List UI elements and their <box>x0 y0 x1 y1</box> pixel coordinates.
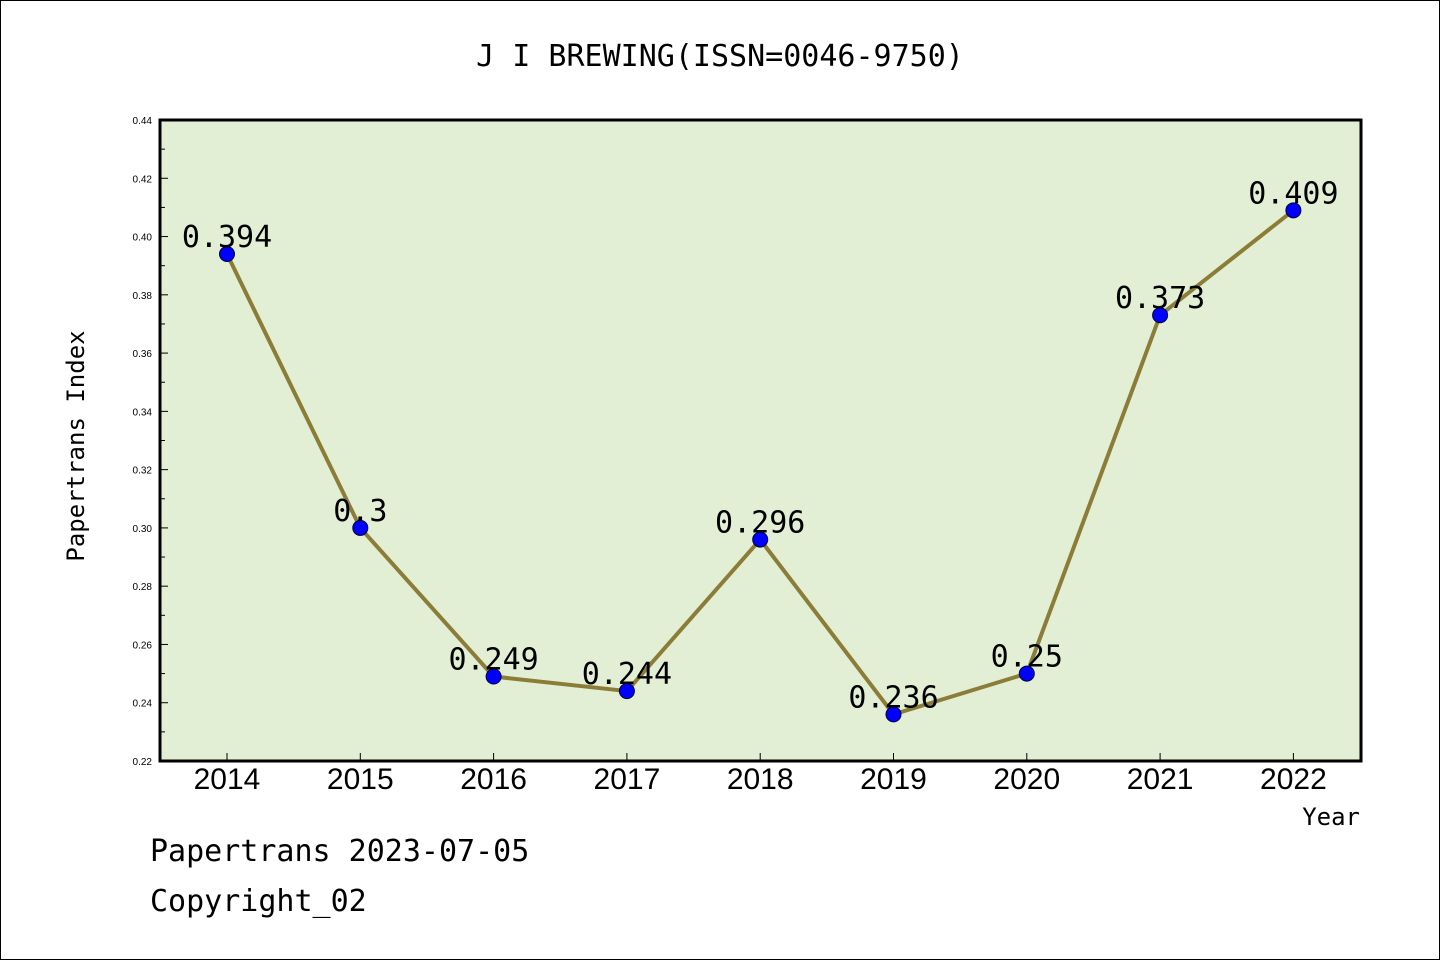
data-point <box>219 246 235 263</box>
y-tick-label: 0.26 <box>133 640 153 651</box>
x-tick-label: 2015 <box>327 763 394 796</box>
data-label: 0.394 <box>182 220 272 255</box>
chart-title: J I BREWING(ISSN=0046-9750) <box>476 39 964 74</box>
data-label: 0.249 <box>448 643 538 678</box>
y-tick-label: 0.42 <box>133 174 153 185</box>
y-tick-label: 0.30 <box>133 524 153 535</box>
data-label: 0.3 <box>333 494 387 529</box>
y-tick-label: 0.34 <box>133 407 153 418</box>
data-point <box>618 683 635 700</box>
data-point <box>1285 202 1302 219</box>
y-tick-label: 0.36 <box>133 349 153 360</box>
data-label: 0.373 <box>1115 281 1205 316</box>
x-tick-label: 2020 <box>993 763 1060 796</box>
data-point <box>1018 665 1035 682</box>
y-tick-label: 0.28 <box>133 582 153 593</box>
y-axis-label: Papertrans Index <box>62 330 90 561</box>
y-tick-label: 0.40 <box>133 233 153 244</box>
y-tick-label: 0.24 <box>133 699 153 710</box>
x-tick-label: 2018 <box>727 763 794 796</box>
x-tick-label: 2014 <box>194 763 261 796</box>
data-point <box>352 519 369 536</box>
x-tick-label: 2017 <box>594 763 661 796</box>
data-point <box>1152 307 1169 324</box>
x-tick-label: 2016 <box>460 763 527 796</box>
x-tick-label: 2022 <box>1260 763 1327 796</box>
x-axis: 2014 2015 2016 2017 2018 2019 2020 2021 2022 <box>194 753 1327 796</box>
y-tick-label: 0.44 <box>133 116 153 127</box>
data-label: 0.244 <box>582 657 672 692</box>
footer-copyright: Copyright_02 <box>150 884 367 919</box>
footer-date: Papertrans 2023-07-05 <box>150 834 530 869</box>
plot-area <box>158 118 1363 763</box>
data-label: 0.409 <box>1248 176 1338 211</box>
series-papertrans-index: 0.394 0.3 0.249 0.244 0.296 0.236 0.25 0.373 0.4… <box>182 176 1339 723</box>
data-point <box>752 531 769 548</box>
y-axis: 0.22 0.24 0.26 0.28 0.30 0.32 0.34 0.36 0.38 0.40… <box>133 116 168 768</box>
y-tick-label: 0.38 <box>133 291 153 302</box>
y-tick-label: 0.32 <box>133 466 153 477</box>
data-label: 0.296 <box>715 506 805 541</box>
data-point <box>885 706 902 723</box>
data-label: 0.236 <box>848 680 938 715</box>
x-tick-label: 2021 <box>1127 763 1194 796</box>
x-axis-label: Year <box>1302 803 1360 831</box>
data-label: 0.25 <box>991 640 1063 675</box>
y-tick-label: 0.22 <box>133 757 153 768</box>
data-point <box>485 668 502 685</box>
x-tick-label: 2019 <box>860 763 927 796</box>
